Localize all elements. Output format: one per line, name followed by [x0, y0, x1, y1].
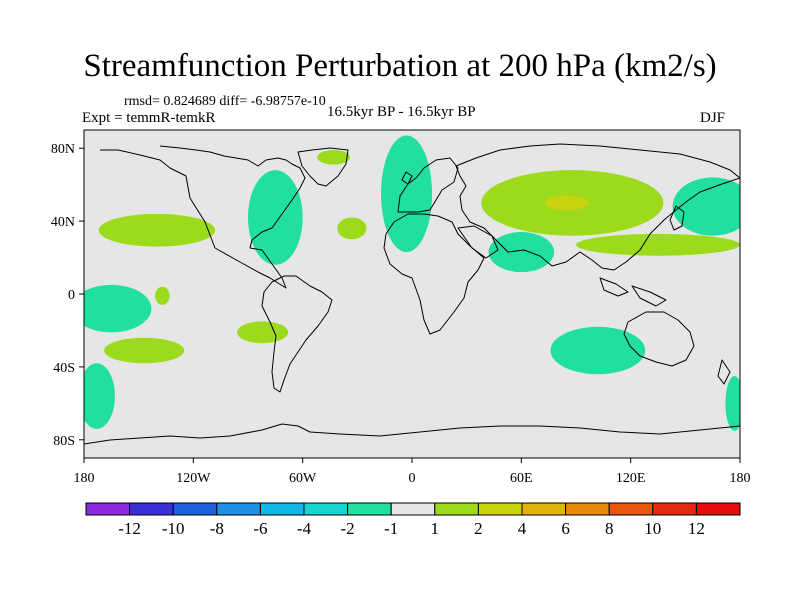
colorbar-label: 10	[644, 519, 661, 538]
colorbar-box	[608, 502, 654, 516]
region-greenland-ridge	[317, 150, 351, 165]
colorbar-box	[216, 502, 261, 516]
colorbar-label: 4	[518, 519, 527, 538]
region-europe-trough	[381, 135, 433, 253]
chart-title: Streamfunction Perturbation at 200 hPa (…	[83, 48, 717, 84]
season-label: DJF	[700, 110, 726, 126]
colorbar-label: -1	[384, 519, 398, 538]
y-tick-label: 40N	[51, 215, 75, 230]
plot-area	[84, 130, 740, 458]
x-tick-label: 120E	[616, 471, 646, 486]
y-tick-label: 80S	[53, 434, 75, 449]
colorbar-box	[390, 502, 436, 516]
colorbar-label: -10	[162, 519, 185, 538]
region-north-atlantic-west	[248, 170, 303, 265]
colorbar-box	[85, 502, 131, 516]
region-south-pacific-trough	[84, 363, 115, 429]
colorbar-box	[172, 502, 218, 516]
x-tick-label: 180	[74, 471, 95, 486]
region-south-american-ridge	[237, 321, 289, 344]
region-north-pacific-west-trough	[672, 177, 740, 236]
y-tick-label: 40S	[53, 361, 75, 376]
y-tick-label: 0	[68, 288, 75, 303]
colorbar-label: -4	[297, 519, 312, 538]
colorbar-label: 8	[605, 519, 614, 538]
region-pacific-trough	[84, 284, 152, 333]
stats-line: rmsd= 0.824689 diff= -6.98757e-10	[124, 94, 326, 109]
x-tick-label: 60E	[510, 471, 533, 486]
colorbar-label: 6	[561, 519, 570, 538]
colorbar-label: -6	[253, 519, 267, 538]
region-far-south-pacific-trough	[725, 376, 740, 431]
region-north-pacific-east-ridge	[98, 213, 216, 247]
experiment-label: Expt = temmR-temkR	[82, 110, 216, 126]
colorbar-box	[565, 502, 610, 516]
x-tick-label: 0	[409, 471, 416, 486]
colorbar-box	[477, 502, 523, 516]
colorbar-box	[259, 502, 305, 516]
colorbar: -12 -10 -8 -6 -4 -2 -1 1 2 4 6 8 10 12	[85, 502, 741, 538]
region-australia-trough	[550, 326, 646, 375]
colorbar-box	[652, 502, 697, 516]
colorbar-box	[129, 502, 174, 516]
x-tick-label: 180	[730, 471, 751, 486]
contour-regions	[84, 135, 740, 431]
colorbar-box	[434, 502, 479, 516]
coastlines	[84, 143, 740, 445]
x-tick-label: 60W	[289, 471, 317, 486]
colorbar-box	[303, 502, 349, 516]
region-mid-atlantic-ridge	[337, 217, 367, 240]
x-axis: 180 120W 60W 0 60E 120E 180	[74, 458, 751, 486]
colorbar-label: 1	[431, 519, 440, 538]
region-south-pacific-ridge	[104, 337, 185, 364]
y-axis: 80N 40N 0 40S 80S	[51, 142, 84, 449]
region-asia-ridge-core	[545, 195, 589, 211]
colorbar-label: -2	[341, 519, 355, 538]
colorbar-box	[521, 502, 567, 516]
colorbar-box	[347, 502, 392, 516]
region-arabia-trough	[488, 232, 555, 273]
region-china-japan-ridge-tail	[576, 233, 740, 256]
colorbar-label: 12	[688, 519, 705, 538]
colorbar-label: 2	[474, 519, 483, 538]
colorbar-label: -8	[210, 519, 224, 538]
period-label: 16.5kyr BP - 16.5kyr BP	[327, 104, 476, 120]
region-east-pacific-ridge-cell	[155, 286, 170, 305]
colorbar-box	[695, 502, 741, 516]
y-tick-label: 80N	[51, 142, 75, 157]
x-tick-label: 120W	[176, 471, 211, 486]
colorbar-label: -12	[118, 519, 141, 538]
